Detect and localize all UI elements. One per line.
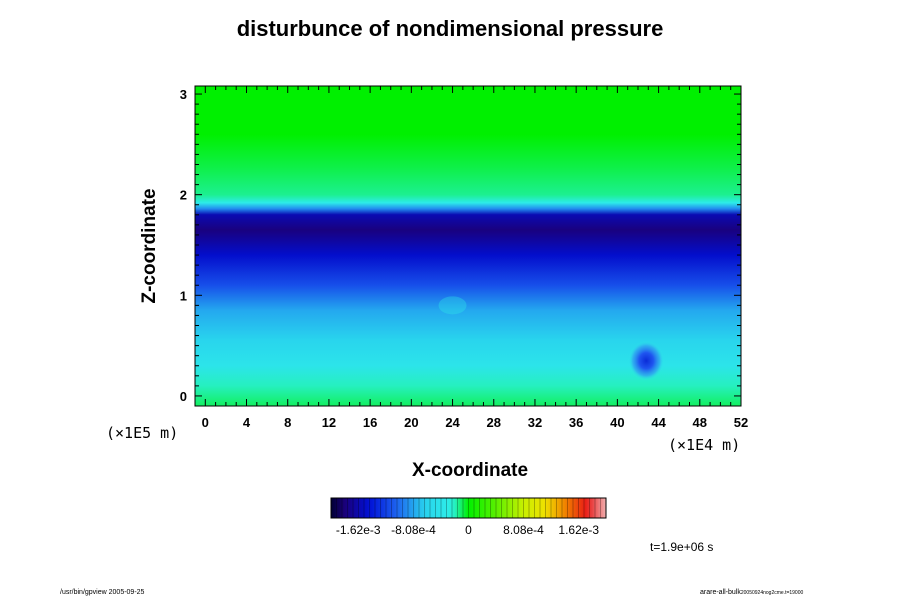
x-tick-label-40: 40 <box>610 415 624 430</box>
x-tick-label-28: 28 <box>487 415 501 430</box>
x-tick-label-32: 32 <box>528 415 542 430</box>
x-tick-label-52: 52 <box>734 415 748 430</box>
y-axis-unit: (×1E5 m) <box>106 424 179 442</box>
time-label: t=1.9e+06 s <box>650 540 714 554</box>
colorbar-tick-label-1: -8.08e-4 <box>391 523 436 537</box>
x-tick-label-48: 48 <box>693 415 707 430</box>
x-tick-label-16: 16 <box>363 415 377 430</box>
y-axis: 0 1 2 3 <box>180 87 741 404</box>
plot-frame <box>194 85 742 407</box>
y-tick-label-3: 3 <box>180 87 187 102</box>
x-axis: 0 4 8 12 16 20 24 28 32 36 40 44 48 52 <box>194 86 748 430</box>
footer-run-id: arare-all-bulk20050924nog2cme.t=19000 <box>700 589 803 596</box>
heatmap-anomalies <box>438 296 665 381</box>
x-tick-label-0: 0 <box>202 415 209 430</box>
x-axis-unit: (×1E4 m) <box>668 436 741 454</box>
x-tick-label-12: 12 <box>322 415 336 430</box>
x-axis-label: X-coordinate <box>411 460 529 481</box>
footer-run-suffix: 20050924nog2cme.t=19000 <box>740 590 804 596</box>
colorbar-ticks: -1.62e-3 -8.08e-4 0 8.08e-4 1.62e-3 <box>336 498 601 537</box>
x-tick-label-4: 4 <box>243 415 251 430</box>
y-tick-label-2: 2 <box>180 188 187 203</box>
y-axis-label: Z-coordinate <box>139 188 160 304</box>
colorbar-tick-label-2: 0 <box>465 523 472 537</box>
y-tick-label-1: 1 <box>180 288 187 303</box>
x-tick-label-8: 8 <box>284 415 291 430</box>
x-tick-label-24: 24 <box>445 415 460 430</box>
footer-run-name: arare-all-bulk <box>700 589 741 596</box>
anomaly-0 <box>628 340 665 381</box>
colorbar-tick-label-3: 8.08e-4 <box>503 523 544 537</box>
chart-title: disturbunce of nondimensional pressure <box>236 16 664 41</box>
anomaly-1 <box>438 296 467 315</box>
colorbar-tick-label-0: -1.62e-3 <box>336 523 381 537</box>
colorbar-tick-label-4: 1.62e-3 <box>558 523 599 537</box>
x-tick-label-36: 36 <box>569 415 583 430</box>
footer-command: /usr/bin/gpview 2005-09-25 <box>60 589 145 596</box>
y-tick-label-0: 0 <box>180 389 187 404</box>
x-tick-label-44: 44 <box>651 415 666 430</box>
x-tick-label-20: 20 <box>404 415 418 430</box>
